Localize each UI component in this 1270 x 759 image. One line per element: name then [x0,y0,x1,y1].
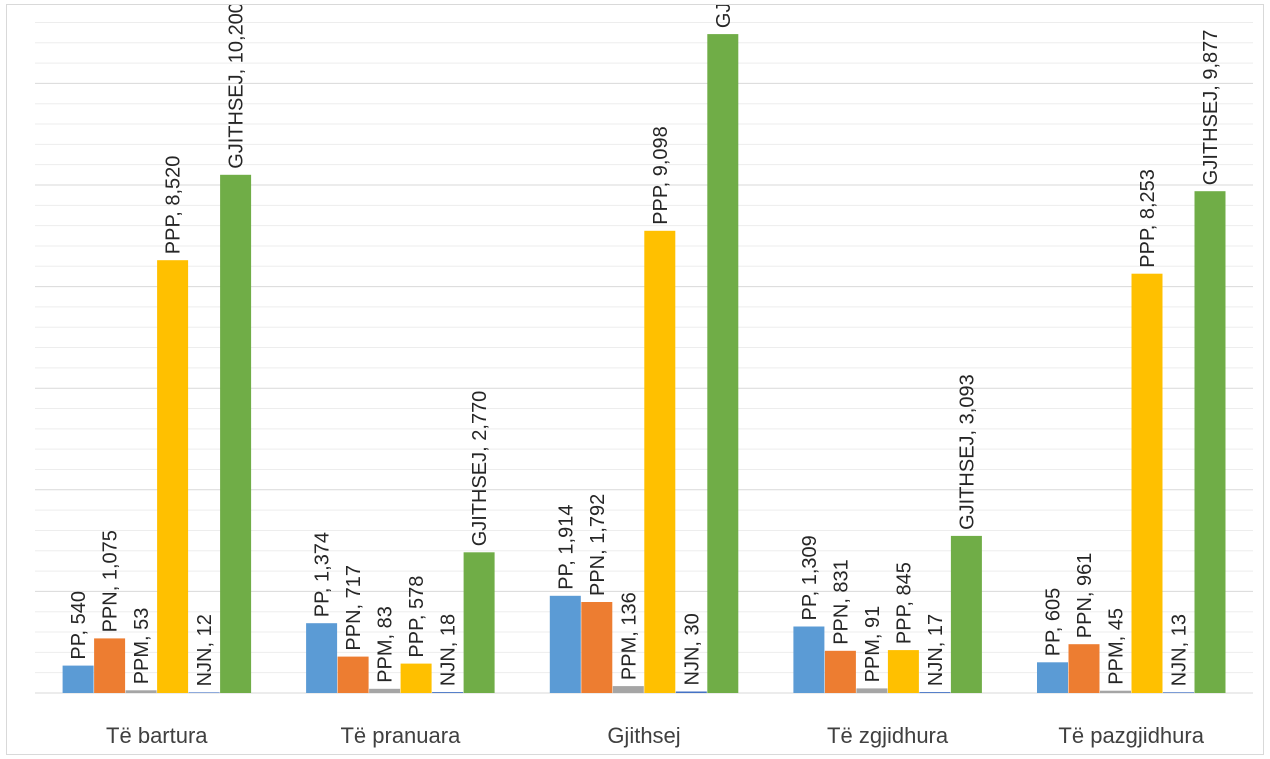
bar-ppp-0 [157,260,189,693]
category-label-0: Të bartura [106,723,208,748]
data-label-ppm-4: PPM, 45 [1106,608,1128,685]
bars [62,34,1226,694]
data-label-ppn-2: PPN, 1,792 [587,494,609,596]
data-label-ppn-3: PPN, 831 [830,559,852,645]
bar-ppn-3 [824,650,856,693]
bar-ppm-1 [369,688,401,693]
bar-ppp-1 [400,663,432,693]
data-label-pp-1: PP, 1,374 [312,532,334,617]
data-label-ppn-1: PPN, 717 [343,565,365,651]
data-label-pp-3: PP, 1,309 [799,535,821,620]
data-label-ppn-0: PPN, 1,075 [100,530,122,632]
bar-pp-2 [549,595,581,693]
data-label-njn-4: NJN, 13 [1169,614,1191,686]
bar-ppn-4 [1068,644,1100,693]
bar-ppm-3 [856,688,888,693]
data-label-pp-4: PP, 605 [1043,588,1065,657]
data-labels: PP, 540 PPN, 1,075 PPM, 53 PPP, 8,520 NJN, 1… [68,5,1222,686]
data-label-ppp-4: PPP, 8,253 [1137,169,1159,268]
bar-njn-2 [675,691,707,693]
data-label-ppp-3: PPP, 845 [893,562,915,644]
bar-njn-4 [1163,692,1194,693]
data-label-ppp-1: PPP, 578 [406,576,428,658]
data-label-gjithsej-2: GJITHSEJ, 12,970 [713,5,735,28]
data-label-gjithsej-0: GJITHSEJ, 10,200 [226,5,248,169]
data-label-njn-0: NJN, 12 [194,614,216,686]
bar-gjithsej-1 [463,552,495,693]
bar-pp-4 [1037,662,1068,693]
bar-pp-3 [793,626,825,693]
gridlines [35,21,1253,694]
data-label-ppp-2: PPP, 9,098 [650,126,672,225]
category-label-3: Të zgjidhura [827,723,949,748]
data-label-njn-2: NJN, 30 [681,613,703,685]
data-label-ppm-2: PPM, 136 [618,592,640,680]
bar-ppp-4 [1131,273,1163,693]
data-label-ppm-1: PPM, 83 [375,606,397,683]
bar-pp-1 [306,623,338,693]
bar-njn-0 [188,692,220,693]
data-label-pp-2: PP, 1,914 [555,505,577,590]
data-label-ppp-0: PPP, 8,520 [163,156,185,255]
data-label-ppm-0: PPM, 53 [131,608,153,685]
chart-frame: PP, 540 PPN, 1,075 PPM, 53 PPP, 8,520 NJN, 1… [6,4,1264,755]
data-label-ppn-4: PPN, 961 [1074,553,1096,639]
bar-ppp-3 [887,650,919,693]
data-label-gjithsej-3: GJITHSEJ, 3,093 [956,374,978,530]
category-label-1: Të pranuara [340,723,461,748]
category-label-4: Të pazgjidhura [1058,723,1204,748]
data-label-pp-0: PP, 540 [68,591,90,660]
bar-njn-3 [919,692,951,693]
data-label-gjithsej-1: GJITHSEJ, 2,770 [469,391,491,547]
category-label-2: Gjithsej [607,723,680,748]
bar-gjithsej-0 [220,174,252,694]
bar-gjithsej-3 [950,535,982,693]
data-label-njn-1: NJN, 18 [438,614,460,686]
bar-ppn-0 [94,638,126,693]
data-label-ppm-3: PPM, 91 [862,606,884,683]
bar-ppn-2 [581,602,613,693]
bar-njn-1 [432,692,464,693]
bar-ppm-2 [612,686,644,693]
bar-gjithsej-2 [707,34,739,694]
data-label-gjithsej-4: GJITHSEJ, 9,877 [1200,30,1222,186]
bar-ppm-0 [125,690,157,693]
bar-gjithsej-4 [1194,191,1226,693]
bar-ppp-2 [644,230,676,694]
category-labels: Të bartura Të pranuara Gjithsej Të zgjidhur… [106,723,1205,748]
bar-pp-0 [62,665,94,693]
bar-ppn-1 [337,656,369,693]
bar-chart: PP, 540 PPN, 1,075 PPM, 53 PPP, 8,520 NJN, 1… [35,5,1253,748]
data-label-njn-3: NJN, 17 [925,614,947,686]
bar-ppm-4 [1100,690,1131,693]
